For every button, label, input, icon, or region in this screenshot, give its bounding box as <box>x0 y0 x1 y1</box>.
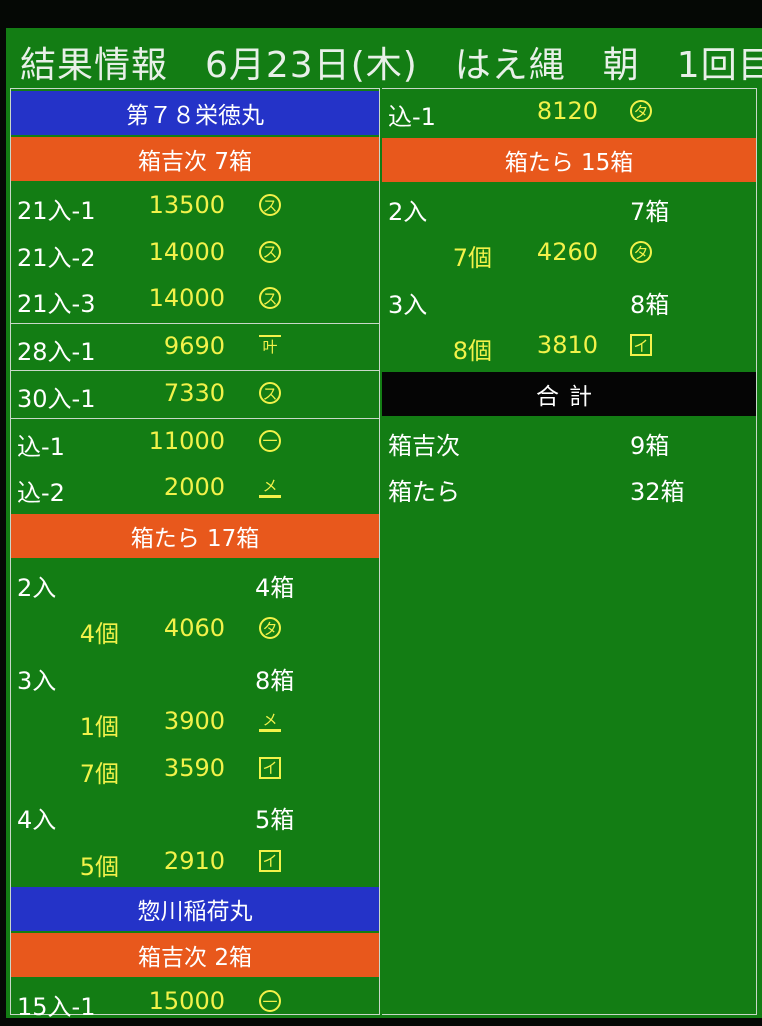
buyer-mark-icon: 叶 <box>259 334 281 357</box>
category-header: 箱吉次 2箱 <box>11 933 379 977</box>
table-row: 3入 8箱 <box>11 653 379 700</box>
buyer-mark-icon: 一 <box>259 990 281 1012</box>
piece-count: 1個 <box>79 713 119 741</box>
price: 8120 <box>536 97 598 125</box>
size-label: 箱たら <box>388 478 460 506</box>
price: 2000 <box>163 473 225 501</box>
left-column: 第７８栄徳丸 箱吉次 7箱 21入-1 13500 ス 21入-2 14000 ス 21入-… <box>10 88 380 1021</box>
price: 9690 <box>163 331 225 360</box>
right-column: 込-1 8120 タ箱たら 15箱 2入 7箱 7個 4260 タ 3入 8箱 8個 381… <box>382 88 757 1015</box>
box-count: 32箱 <box>630 478 685 506</box>
buyer-mark-icon: タ <box>630 241 652 263</box>
box-count: 8箱 <box>255 666 295 695</box>
buyer-mark-icon: メ <box>259 710 281 732</box>
buyer-mark-icon: イ <box>630 334 652 356</box>
price: 14000 <box>148 284 225 312</box>
table-row: 込-1 11000 一 <box>11 417 379 466</box>
buyer-mark-icon: イ <box>259 756 281 779</box>
price: 7330 <box>163 379 225 407</box>
table-row: 30入-1 7330 ス <box>11 370 379 418</box>
size-label: 21入-1 <box>17 197 96 225</box>
table-row: 4入 5箱 <box>11 792 379 839</box>
buyer-mark-icon: タ <box>259 617 281 639</box>
price: 4060 <box>163 614 225 642</box>
size-label: 30入-1 <box>17 385 96 413</box>
price: 3900 <box>163 707 225 735</box>
box-count: 7箱 <box>630 197 670 226</box>
price: 4260 <box>536 238 598 266</box>
size-label: 4入 <box>17 806 57 834</box>
size-label: 28入-1 <box>17 337 96 366</box>
table-row: 7個 3590 イ <box>11 746 379 793</box>
table-row: 2入 7箱 <box>382 184 756 231</box>
size-label: 3入 <box>17 666 57 695</box>
category-header: 箱たら 15箱 <box>382 137 756 182</box>
piece-count: 4個 <box>79 620 119 648</box>
size-label: 21入-3 <box>17 290 96 318</box>
box-count: 5箱 <box>255 806 295 834</box>
size-label: 込-1 <box>17 432 65 461</box>
buyer-mark-icon: タ <box>630 100 652 122</box>
size-label: 2入 <box>388 197 428 226</box>
size-label: 3入 <box>388 290 428 319</box>
price: 3590 <box>163 753 225 782</box>
table-row: 4個 4060 タ <box>11 606 379 653</box>
category-header: 箱吉次 7箱 <box>11 137 379 181</box>
size-label: 21入-2 <box>17 243 96 272</box>
price: 11000 <box>148 426 225 455</box>
price: 13500 <box>148 191 225 219</box>
table-row: 7個 4260 タ <box>382 230 756 277</box>
buyer-mark-icon: ス <box>259 240 281 263</box>
ship-header: 第７８栄徳丸 <box>11 91 379 135</box>
box-count: 8箱 <box>630 290 670 319</box>
table-row: 3入 8箱 <box>382 277 756 324</box>
buyer-mark-icon: 一 <box>259 429 281 452</box>
piece-count: 7個 <box>452 244 492 272</box>
total-header: 合計 <box>382 371 756 416</box>
price: 14000 <box>148 237 225 266</box>
table-row: 5個 2910 イ <box>11 839 379 886</box>
result-board: 結果情報 6月23日(木) はえ縄 朝 1回目 第７８栄徳丸 箱吉次 7箱 21入-… <box>6 28 762 1021</box>
table-row: 箱たら 32箱 <box>382 464 756 511</box>
table-row: 21入-2 14000 ス <box>11 230 379 277</box>
piece-count: 7個 <box>79 759 119 788</box>
size-label: 込-1 <box>388 103 436 131</box>
piece-count: 5個 <box>79 852 119 881</box>
buyer-mark-icon: ス <box>259 194 281 216</box>
table-row: 込-1 8120 タ <box>382 89 756 136</box>
table-row: 箱吉次 9箱 <box>382 418 756 465</box>
size-label: 込-2 <box>17 479 65 507</box>
size-label: 箱吉次 <box>388 431 460 460</box>
size-label: 2入 <box>17 573 57 602</box>
buyer-mark-icon: ス <box>259 382 281 404</box>
size-label: 15入-1 <box>17 993 96 1021</box>
table-row: 21入-3 14000 ス <box>11 276 379 323</box>
table-row: 込-2 2000 メ <box>11 465 379 512</box>
box-count: 4箱 <box>255 573 295 602</box>
table-row: 1個 3900 メ <box>11 699 379 746</box>
page-title: 結果情報 6月23日(木) はえ縄 朝 1回目 <box>20 45 762 86</box>
table-row: 21入-1 13500 ス <box>11 183 379 230</box>
price: 2910 <box>163 846 225 875</box>
table-row: 28入-1 9690 叶 <box>11 322 379 371</box>
price: 3810 <box>536 331 598 359</box>
table-row: 8個 3810 イ <box>382 323 756 370</box>
box-count: 9箱 <box>630 431 670 460</box>
buyer-mark-icon: ス <box>259 287 281 309</box>
buyer-mark-icon: メ <box>259 476 281 498</box>
table-row: 2入 4箱 <box>11 560 379 607</box>
price: 15000 <box>148 987 225 1015</box>
ship-header: 惣川稲荷丸 <box>11 887 379 931</box>
buyer-mark-icon: イ <box>259 849 281 872</box>
piece-count: 8個 <box>452 337 492 365</box>
table-row: 15入-1 15000 一 <box>11 979 379 1026</box>
category-header: 箱たら 17箱 <box>11 513 379 558</box>
